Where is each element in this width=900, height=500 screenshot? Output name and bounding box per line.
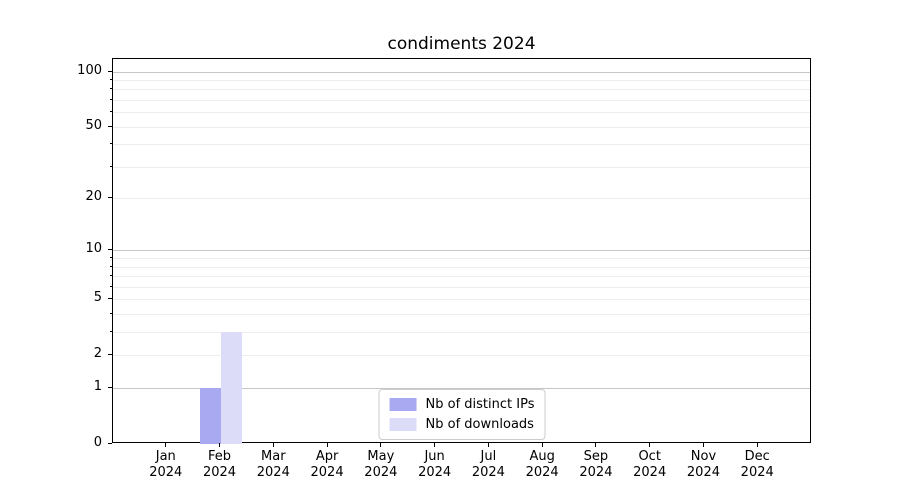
x-tick-label: Aug 2024 [510, 449, 574, 481]
legend-swatch-distinct-ips-icon [389, 398, 417, 411]
plot-area [112, 58, 811, 444]
legend-item-downloads: Nb of downloads [389, 417, 535, 432]
y-tick-label: 1 [93, 379, 102, 395]
x-tick-month: Oct [638, 449, 661, 464]
y-tick-label: 10 [85, 241, 102, 257]
x-tick-label: Jun 2024 [403, 449, 467, 481]
x-tick-year: 2024 [633, 465, 667, 480]
x-axis-tick [434, 443, 436, 447]
x-tick-year: 2024 [740, 465, 774, 480]
x-tick-month: Dec [744, 449, 770, 464]
y-axis-tick [108, 443, 112, 444]
x-tick-label: Mar 2024 [241, 449, 305, 481]
x-tick-year: 2024 [202, 465, 237, 480]
x-tick-month: Apr [315, 449, 339, 464]
legend-swatch-downloads-icon [389, 418, 417, 431]
x-tick-month: May [367, 449, 395, 464]
bars-layer [113, 59, 810, 444]
gridline-minor [113, 89, 810, 91]
bar-nb-of-downloads [220, 332, 242, 444]
gridline-minor [113, 314, 810, 316]
gridline-minor [113, 276, 810, 278]
gridline-major [113, 250, 810, 252]
legend-item-distinct-ips: Nb of distinct IPs [389, 397, 535, 412]
x-axis-tick [165, 443, 167, 447]
bar-nb-of-distinct-ips [199, 388, 221, 444]
x-axis-tick [702, 443, 704, 447]
x-tick-year: 2024 [686, 465, 720, 480]
x-axis-tick [541, 443, 543, 447]
y-tick-label: 20 [85, 189, 102, 205]
x-tick-label: Sep 2024 [564, 449, 628, 481]
chart-title: condiments 2024 [387, 34, 536, 54]
x-tick-label: Nov 2024 [671, 449, 735, 481]
y-tick-label: 2 [93, 346, 102, 362]
x-tick-month: Jun [424, 449, 445, 464]
x-tick-label: Oct 2024 [618, 449, 682, 481]
gridline-minor [113, 355, 810, 357]
gridline-minor [113, 198, 810, 200]
gridline-minor [113, 332, 810, 334]
gridline-minor [113, 299, 810, 301]
gridline-minor [113, 144, 810, 146]
gridline-minor [113, 266, 810, 268]
x-axis-tick [487, 443, 489, 447]
x-tick-month: Nov [690, 449, 717, 464]
x-tick-month: Feb [208, 449, 232, 464]
gridline-minor [113, 126, 810, 128]
x-tick-month: Jan [155, 449, 176, 464]
x-axis-tick [756, 443, 758, 447]
x-tick-year: 2024 [418, 465, 452, 480]
x-tick-label: Jul 2024 [456, 449, 520, 481]
x-tick-label: Dec 2024 [725, 449, 789, 481]
gridline-major [113, 388, 810, 390]
x-tick-year: 2024 [579, 465, 613, 480]
x-tick-month: Mar [261, 449, 286, 464]
x-tick-label: Feb 2024 [188, 449, 252, 481]
gridline-minor [113, 112, 810, 114]
x-tick-month: Sep [583, 449, 609, 464]
x-tick-year: 2024 [364, 465, 398, 480]
gridline-minor [113, 286, 810, 288]
x-tick-year: 2024 [471, 465, 505, 480]
x-tick-year: 2024 [149, 465, 183, 480]
legend-label-downloads: Nb of downloads [425, 417, 534, 432]
x-tick-year: 2024 [310, 465, 344, 480]
legend-label-distinct-ips: Nb of distinct IPs [425, 397, 535, 412]
gridline-major [113, 71, 810, 73]
x-tick-year: 2024 [256, 465, 290, 480]
y-tick-label: 0 [93, 435, 102, 450]
x-tick-month: Aug [529, 449, 555, 464]
gridline-minor [113, 166, 810, 168]
grid-layer [113, 59, 810, 442]
x-axis-tick [649, 443, 651, 447]
x-axis-tick [380, 443, 382, 447]
y-tick-label: 100 [77, 62, 102, 78]
gridline-minor [113, 79, 810, 81]
x-tick-year: 2024 [525, 465, 559, 480]
x-axis-tick [326, 443, 328, 447]
gridline-minor [113, 258, 810, 260]
x-tick-label: Apr 2024 [295, 449, 359, 481]
x-tick-label: May 2024 [349, 449, 413, 481]
x-axis-tick [595, 443, 597, 447]
legend: Nb of distinct IPs Nb of downloads [378, 389, 546, 440]
gridline-minor [113, 99, 810, 101]
x-tick-month: Jul [480, 449, 497, 464]
x-axis-tick [272, 443, 274, 447]
y-tick-label: 5 [93, 290, 102, 306]
y-tick-label: 50 [85, 117, 102, 133]
x-tick-label: Jan 2024 [134, 449, 198, 481]
